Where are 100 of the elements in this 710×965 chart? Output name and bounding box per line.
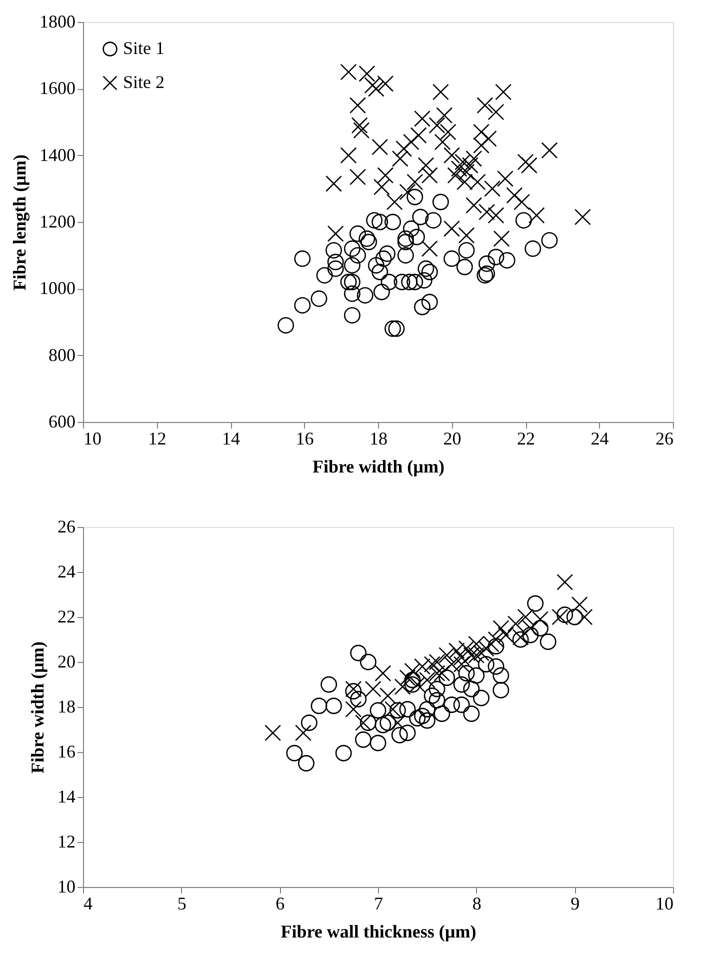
point: [414, 708, 430, 724]
point: [507, 616, 524, 632]
y-tick-label: 800: [48, 344, 76, 365]
point: [498, 626, 514, 644]
y-tick-label: 1200: [40, 212, 76, 232]
point: [532, 611, 548, 628]
point: [320, 676, 338, 693]
point: [492, 667, 510, 684]
point: [492, 620, 510, 636]
point: [399, 670, 416, 686]
legend-label: Site 1: [123, 38, 165, 58]
point: [380, 688, 396, 704]
x-tick-label: 20: [443, 428, 462, 448]
point: [399, 701, 416, 718]
point: [264, 724, 282, 742]
y-tick-label: 1000: [40, 278, 76, 298]
point: [298, 755, 314, 772]
point: [310, 698, 328, 714]
point: [335, 744, 352, 762]
x-axis-title: Fibre wall thickness (µm): [280, 922, 476, 942]
y-tick-label: 22: [58, 606, 76, 626]
point: [463, 706, 480, 722]
point: [399, 724, 416, 742]
point: [428, 692, 446, 708]
x-axis-title: Fibre width (µm): [312, 456, 445, 476]
y-tick-label: 20: [58, 652, 76, 672]
point: [394, 678, 411, 695]
point: [576, 608, 593, 626]
point: [527, 595, 544, 612]
x-tick-label: 8: [472, 894, 482, 914]
point: [517, 608, 534, 626]
x-tick-label: 16: [296, 428, 314, 448]
point: [409, 676, 426, 693]
point: [404, 672, 421, 688]
point: [418, 712, 436, 729]
y-tick-label: 24: [58, 562, 76, 582]
legend-label: Site 2: [123, 72, 165, 92]
point: [350, 644, 367, 662]
point: [458, 665, 475, 682]
point: [389, 714, 406, 731]
point: [300, 714, 318, 731]
point: [556, 574, 574, 590]
point: [424, 656, 440, 672]
x-tick-label: 10: [84, 428, 102, 448]
point: [434, 706, 450, 722]
y-tick-label: 600: [48, 412, 76, 432]
point: [360, 654, 376, 670]
point: [552, 608, 568, 626]
point: [444, 696, 460, 713]
x-tick-label: 14: [222, 428, 240, 448]
point: [438, 670, 456, 686]
x-tick-label: 24: [590, 428, 609, 448]
point: [566, 608, 583, 626]
point: [414, 658, 430, 675]
point: [488, 631, 504, 648]
y-tick-label: 1600: [40, 78, 76, 98]
point: [424, 688, 440, 704]
y-axis-title: Fibre length (µm): [10, 154, 30, 291]
point: [468, 667, 485, 684]
x-tick-label: 12: [148, 428, 166, 448]
point: [453, 649, 470, 666]
point: [326, 698, 342, 714]
point: [473, 644, 490, 662]
point: [428, 680, 446, 698]
point: [453, 696, 470, 713]
y-tick-label: 1800: [40, 12, 76, 32]
point: [522, 626, 539, 644]
point: [453, 656, 470, 672]
point: [428, 654, 446, 670]
point: [404, 662, 421, 680]
point: [488, 658, 504, 675]
point: [428, 665, 446, 682]
x-tick-label: 26: [656, 428, 674, 448]
point: [345, 701, 362, 718]
point: [473, 690, 490, 706]
x-tick-label: 4: [84, 894, 92, 914]
x-tick-label: 5: [177, 894, 186, 914]
point: [355, 714, 372, 731]
y-tick-label: 1400: [40, 144, 76, 165]
point: [444, 656, 460, 672]
x-tick-label: 22: [517, 428, 535, 448]
point: [295, 724, 312, 742]
point: [360, 714, 376, 731]
point: [418, 701, 436, 718]
point: [453, 676, 470, 693]
point: [478, 656, 494, 672]
y-tick-label: 12: [58, 832, 76, 852]
point: [374, 665, 392, 682]
point: [370, 734, 386, 752]
point: [286, 744, 303, 762]
x-tick-label: 9: [570, 894, 580, 914]
point: [438, 647, 456, 664]
point: [492, 682, 510, 698]
point: [389, 702, 406, 719]
point: [355, 731, 372, 748]
point: [463, 680, 480, 698]
point: [409, 710, 426, 726]
point: [380, 714, 396, 731]
y-tick-label: 26: [58, 516, 76, 536]
point: [374, 716, 392, 734]
